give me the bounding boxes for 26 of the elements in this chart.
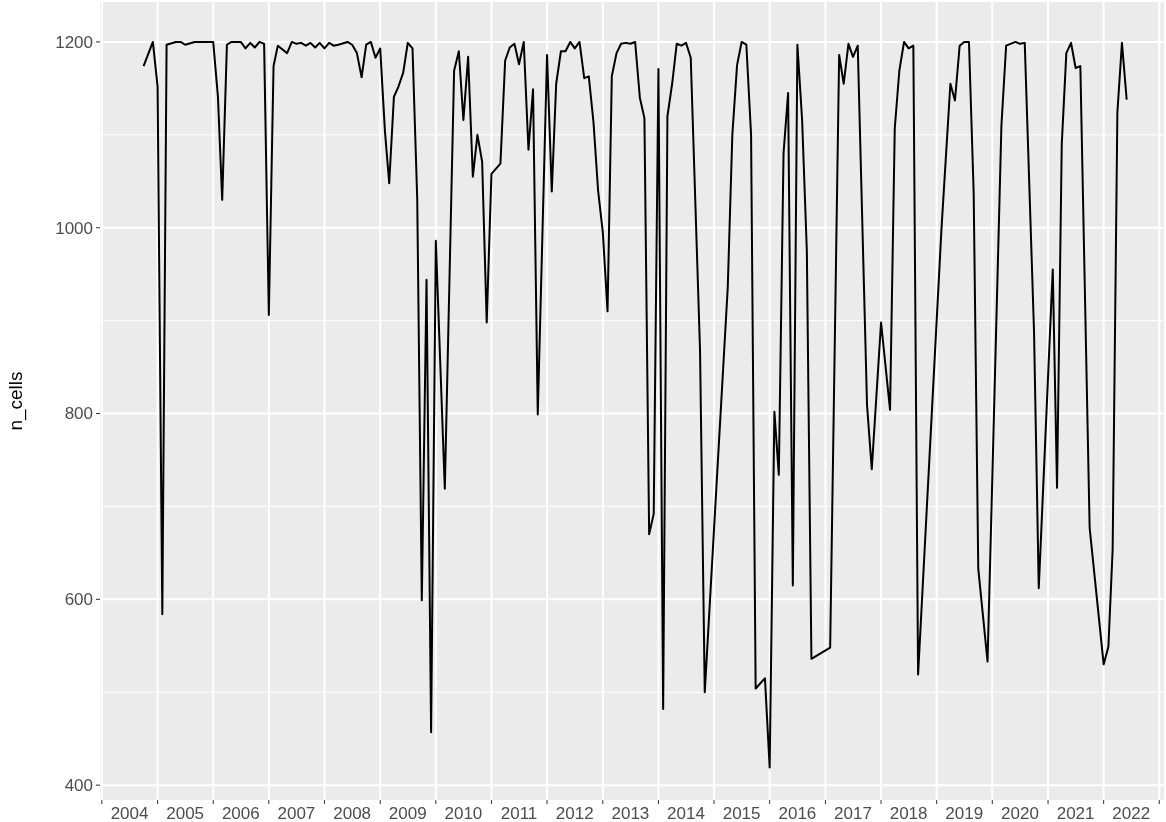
y-tick-label: 1000 [55, 218, 93, 238]
y-tick-label: 800 [64, 404, 93, 424]
y-tick-label: 600 [64, 590, 93, 610]
x-tick-label: 2012 [555, 803, 594, 822]
x-tick-label: 2016 [778, 803, 817, 822]
x-tick-label: 2010 [444, 803, 483, 822]
x-tick-label: 2017 [834, 803, 872, 822]
y-tick-label: 400 [64, 776, 93, 796]
x-tick-label: 2009 [388, 803, 427, 822]
y-tick-label: 1200 [55, 32, 93, 52]
x-tick-label: 2014 [667, 803, 705, 822]
x-tick-label: 2013 [611, 803, 650, 822]
x-tick-label: 2020 [1001, 803, 1039, 822]
x-tick-label: 2015 [722, 803, 761, 822]
x-tick-label: 2022 [1112, 803, 1151, 822]
x-tick-label: 2018 [889, 803, 928, 822]
x-tick-label: 2011 [500, 803, 538, 822]
x-tick-label: 2005 [166, 803, 205, 822]
x-tick-label: 2021 [1056, 803, 1095, 822]
x-tick-label: 2007 [277, 803, 316, 822]
x-tick-label: 2006 [221, 803, 260, 822]
y-axis-title: n_cells [5, 371, 27, 431]
x-tick-label: 2019 [945, 803, 984, 822]
line-series [142, 40, 1128, 769]
x-tick-label: 2008 [333, 803, 372, 822]
x-tick-label: 2004 [110, 803, 149, 822]
